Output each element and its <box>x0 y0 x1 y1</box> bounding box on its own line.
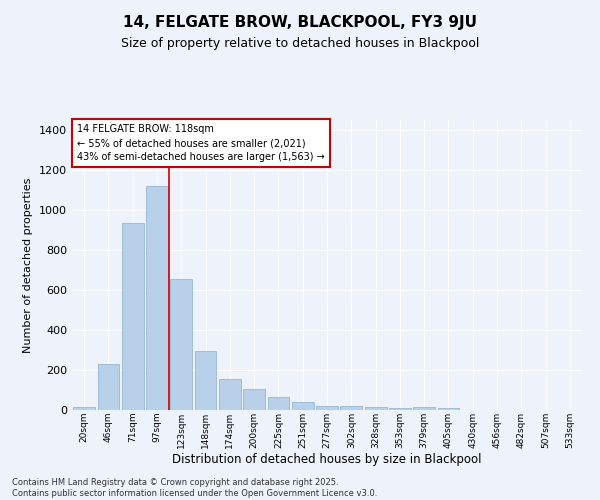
Bar <box>413 407 435 410</box>
Bar <box>365 407 386 410</box>
Bar <box>170 279 192 410</box>
Bar <box>243 389 265 410</box>
Text: Size of property relative to detached houses in Blackpool: Size of property relative to detached ho… <box>121 38 479 51</box>
Bar <box>219 378 241 410</box>
X-axis label: Distribution of detached houses by size in Blackpool: Distribution of detached houses by size … <box>172 454 482 466</box>
Bar <box>97 364 119 410</box>
Bar <box>437 408 460 410</box>
Text: 14, FELGATE BROW, BLACKPOOL, FY3 9JU: 14, FELGATE BROW, BLACKPOOL, FY3 9JU <box>123 15 477 30</box>
Bar <box>122 223 143 410</box>
Text: Contains HM Land Registry data © Crown copyright and database right 2025.
Contai: Contains HM Land Registry data © Crown c… <box>12 478 377 498</box>
Bar <box>340 406 362 410</box>
Text: 14 FELGATE BROW: 118sqm
← 55% of detached houses are smaller (2,021)
43% of semi: 14 FELGATE BROW: 118sqm ← 55% of detache… <box>77 124 325 162</box>
Y-axis label: Number of detached properties: Number of detached properties <box>23 178 34 352</box>
Bar <box>268 397 289 410</box>
Bar <box>292 402 314 410</box>
Bar <box>73 407 95 410</box>
Bar <box>194 351 217 410</box>
Bar <box>389 408 411 410</box>
Bar <box>316 406 338 410</box>
Bar <box>146 186 168 410</box>
